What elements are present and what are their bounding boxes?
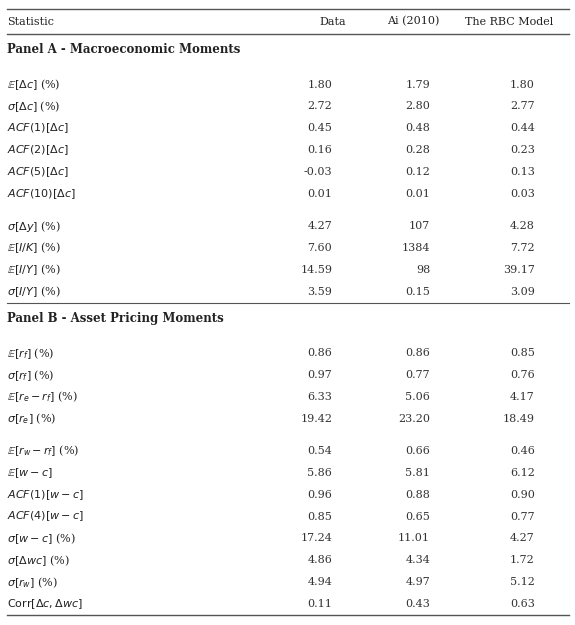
Text: 0.48: 0.48 [405, 123, 430, 133]
Text: 5.06: 5.06 [405, 392, 430, 402]
Text: 0.12: 0.12 [405, 167, 430, 177]
Text: $ACF(1)[\Delta c]$: $ACF(1)[\Delta c]$ [7, 121, 68, 135]
Text: -0.03: -0.03 [304, 167, 332, 177]
Text: 1.80: 1.80 [308, 79, 332, 89]
Text: 4.27: 4.27 [510, 533, 535, 543]
Text: 0.01: 0.01 [308, 189, 332, 199]
Text: 0.90: 0.90 [510, 490, 535, 500]
Text: $\mathbb{E}[\Delta c]$ (%): $\mathbb{E}[\Delta c]$ (%) [7, 77, 60, 92]
Text: 0.03: 0.03 [510, 189, 535, 199]
Text: 0.86: 0.86 [308, 348, 332, 358]
Text: 0.54: 0.54 [308, 446, 332, 456]
Text: 6.33: 6.33 [308, 392, 332, 402]
Text: 0.13: 0.13 [510, 167, 535, 177]
Text: 2.77: 2.77 [510, 101, 535, 111]
Text: $\mathbb{E}[r_e - r_f]$ (%): $\mathbb{E}[r_e - r_f]$ (%) [7, 389, 78, 404]
Text: $ACF(5)[\Delta c]$: $ACF(5)[\Delta c]$ [7, 165, 68, 179]
Text: 3.59: 3.59 [308, 287, 332, 297]
Text: 5.86: 5.86 [308, 468, 332, 478]
Text: 4.28: 4.28 [510, 221, 535, 231]
Text: 0.15: 0.15 [405, 287, 430, 297]
Text: 19.42: 19.42 [300, 414, 332, 424]
Text: 17.24: 17.24 [301, 533, 332, 543]
Text: 1.72: 1.72 [510, 555, 535, 565]
Text: 0.28: 0.28 [405, 145, 430, 155]
Text: 0.97: 0.97 [308, 370, 332, 380]
Text: 1.79: 1.79 [405, 79, 430, 89]
Text: Ai (2010): Ai (2010) [386, 16, 439, 27]
Text: 4.27: 4.27 [308, 221, 332, 231]
Text: $\mathbb{E}[I/K]$ (%): $\mathbb{E}[I/K]$ (%) [7, 241, 61, 255]
Text: 0.96: 0.96 [308, 490, 332, 500]
Text: $ACF(4)[w - c]$: $ACF(4)[w - c]$ [7, 509, 84, 524]
Text: 7.60: 7.60 [308, 243, 332, 253]
Text: 4.17: 4.17 [510, 392, 535, 402]
Text: $\sigma[I/Y]$ (%): $\sigma[I/Y]$ (%) [7, 284, 60, 299]
Text: $\sigma[\Delta c]$ (%): $\sigma[\Delta c]$ (%) [7, 99, 60, 114]
Text: 0.77: 0.77 [510, 512, 535, 522]
Text: $ACF(10)[\Delta c]$: $ACF(10)[\Delta c]$ [7, 187, 76, 201]
Text: $\sigma[r_e]$ (%): $\sigma[r_e]$ (%) [7, 411, 56, 426]
Text: 4.97: 4.97 [405, 577, 430, 587]
Text: 0.43: 0.43 [405, 599, 430, 609]
Text: $ACF(1)[w - c]$: $ACF(1)[w - c]$ [7, 488, 84, 502]
Text: 0.16: 0.16 [308, 145, 332, 155]
Text: 0.77: 0.77 [405, 370, 430, 380]
Text: 4.34: 4.34 [405, 555, 430, 565]
Text: 4.86: 4.86 [308, 555, 332, 565]
Text: $\mathbb{E}[w - c]$: $\mathbb{E}[w - c]$ [7, 466, 53, 480]
Text: $\mathrm{Corr}[\Delta c, \Delta wc]$: $\mathrm{Corr}[\Delta c, \Delta wc]$ [7, 597, 83, 611]
Text: $\mathbb{E}[I/Y]$ (%): $\mathbb{E}[I/Y]$ (%) [7, 262, 60, 277]
Text: $ACF(2)[\Delta c]$: $ACF(2)[\Delta c]$ [7, 143, 68, 157]
Text: 107: 107 [409, 221, 430, 231]
Text: 0.65: 0.65 [405, 512, 430, 522]
Text: 0.44: 0.44 [510, 123, 535, 133]
Text: 2.72: 2.72 [308, 101, 332, 111]
Text: 5.81: 5.81 [405, 468, 430, 478]
Text: 0.23: 0.23 [510, 145, 535, 155]
Text: 0.11: 0.11 [308, 599, 332, 609]
Text: 0.63: 0.63 [510, 599, 535, 609]
Text: 1384: 1384 [401, 243, 430, 253]
Text: The RBC Model: The RBC Model [465, 17, 553, 27]
Text: $\sigma[\Delta wc]$ (%): $\sigma[\Delta wc]$ (%) [7, 553, 70, 568]
Text: 11.01: 11.01 [398, 533, 430, 543]
Text: 0.46: 0.46 [510, 446, 535, 456]
Text: 39.17: 39.17 [503, 265, 535, 275]
Text: 0.85: 0.85 [308, 512, 332, 522]
Text: 7.72: 7.72 [510, 243, 535, 253]
Text: Panel A - Macroeconomic Moments: Panel A - Macroeconomic Moments [7, 43, 240, 56]
Text: 0.86: 0.86 [405, 348, 430, 358]
Text: $\sigma[r_w]$ (%): $\sigma[r_w]$ (%) [7, 575, 58, 589]
Text: Panel B - Asset Pricing Moments: Panel B - Asset Pricing Moments [7, 312, 224, 325]
Text: 3.09: 3.09 [510, 287, 535, 297]
Text: Statistic: Statistic [7, 17, 54, 27]
Text: 0.88: 0.88 [405, 490, 430, 500]
Text: 0.76: 0.76 [510, 370, 535, 380]
Text: $\sigma[\Delta y]$ (%): $\sigma[\Delta y]$ (%) [7, 219, 61, 234]
Text: 98: 98 [416, 265, 430, 275]
Text: 1.80: 1.80 [510, 79, 535, 89]
Text: 6.12: 6.12 [510, 468, 535, 478]
Text: $\sigma[r_f]$ (%): $\sigma[r_f]$ (%) [7, 368, 54, 382]
Text: 0.66: 0.66 [405, 446, 430, 456]
Text: 0.01: 0.01 [405, 189, 430, 199]
Text: 23.20: 23.20 [398, 414, 430, 424]
Text: $\sigma[w - c]$ (%): $\sigma[w - c]$ (%) [7, 531, 75, 546]
Text: 18.49: 18.49 [503, 414, 535, 424]
Text: Data: Data [319, 17, 346, 27]
Text: $\mathbb{E}[r_f]$ (%): $\mathbb{E}[r_f]$ (%) [7, 346, 54, 361]
Text: 4.94: 4.94 [308, 577, 332, 587]
Text: 5.12: 5.12 [510, 577, 535, 587]
Text: $\mathbb{E}[r_w - r_f]$ (%): $\mathbb{E}[r_w - r_f]$ (%) [7, 444, 79, 458]
Text: 2.80: 2.80 [405, 101, 430, 111]
Text: 0.45: 0.45 [308, 123, 332, 133]
Text: 14.59: 14.59 [300, 265, 332, 275]
Text: 0.85: 0.85 [510, 348, 535, 358]
